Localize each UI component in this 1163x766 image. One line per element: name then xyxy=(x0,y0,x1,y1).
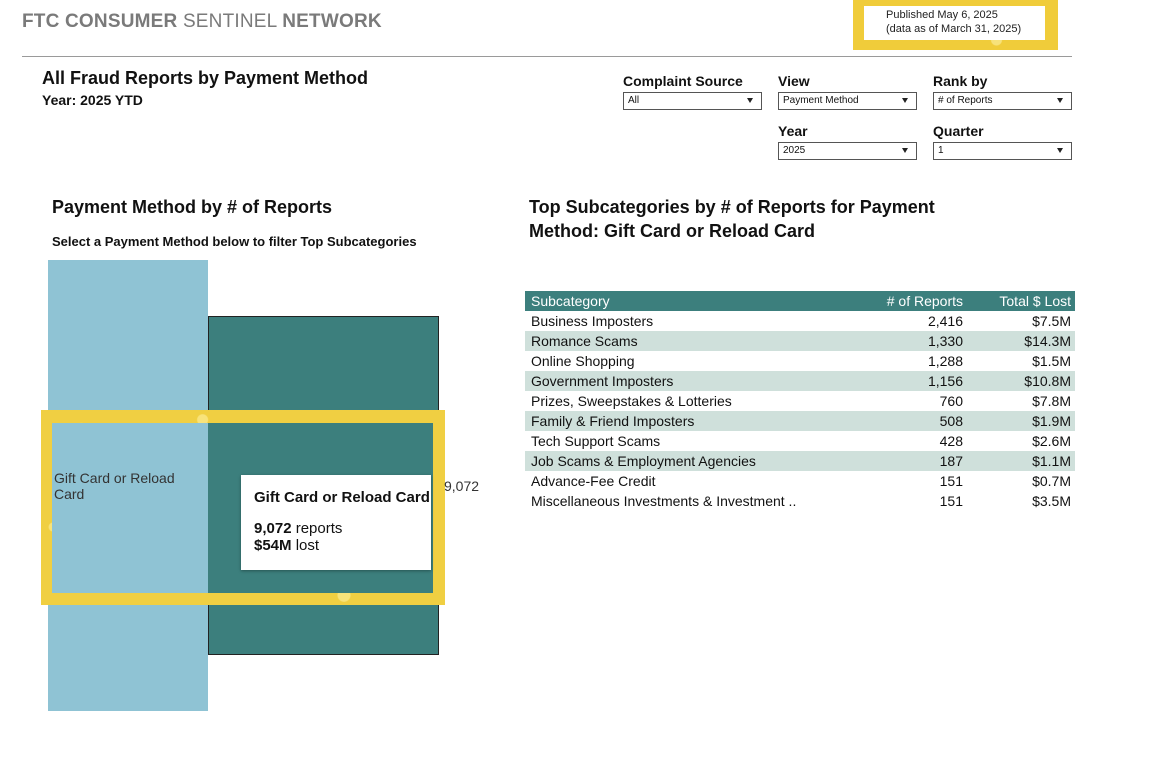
table-row[interactable]: Job Scams & Employment Agencies 187 $1.1… xyxy=(525,451,1075,471)
cell-subcategory: Prizes, Sweepstakes & Lotteries xyxy=(531,393,732,409)
cell-reports: 151 xyxy=(939,493,963,509)
chevron-down-icon xyxy=(1057,148,1063,153)
published-box: Published May 6, 2025 (data as of March … xyxy=(864,6,1045,40)
chevron-down-icon xyxy=(747,98,753,103)
chart-instruction: Select a Payment Method below to filter … xyxy=(52,234,417,249)
cell-reports: 1,156 xyxy=(927,373,963,389)
year-select[interactable]: 2025 xyxy=(778,142,917,160)
tooltip-reports: 9,072 reports xyxy=(254,520,431,537)
tooltip-reports-value: 9,072 xyxy=(254,520,292,537)
cell-total-lost: $7.5M xyxy=(1032,313,1071,329)
subcategory-table: Subcategory # of Reports Total $ Lost Bu… xyxy=(525,291,1075,511)
cell-reports: 2,416 xyxy=(927,313,963,329)
payment-method-chart-title: Payment Method by # of Reports xyxy=(52,197,333,217)
bar-label: Gift Card or Reload Card xyxy=(54,470,175,502)
tooltip-lost-text: lost xyxy=(291,537,320,554)
cell-total-lost: $1.9M xyxy=(1032,413,1071,429)
cell-reports: 508 xyxy=(939,413,963,429)
brand-part3: NETWORK xyxy=(282,11,382,32)
col-reports[interactable]: # of Reports xyxy=(886,293,963,309)
cell-subcategory: Miscellaneous Investments & Investment .… xyxy=(531,493,797,509)
cell-reports: 1,330 xyxy=(927,333,963,349)
cell-reports: 151 xyxy=(939,473,963,489)
table-row[interactable]: Prizes, Sweepstakes & Lotteries 760 $7.8… xyxy=(525,391,1075,411)
cell-total-lost: $7.8M xyxy=(1032,393,1071,409)
cell-reports: 760 xyxy=(939,393,963,409)
cell-total-lost: $0.7M xyxy=(1032,473,1071,489)
cell-subcategory: Advance-Fee Credit xyxy=(531,473,656,489)
complaint-source-select[interactable]: All xyxy=(623,92,762,110)
view-label: View xyxy=(778,73,810,89)
chevron-down-icon xyxy=(902,148,908,153)
rank-by-select[interactable]: # of Reports xyxy=(933,92,1072,110)
chevron-down-icon xyxy=(1057,98,1063,103)
cell-subcategory: Online Shopping xyxy=(531,353,635,369)
cell-total-lost: $2.6M xyxy=(1032,433,1071,449)
cell-subcategory: Family & Friend Imposters xyxy=(531,413,695,429)
table-row[interactable]: Advance-Fee Credit 151 $0.7M xyxy=(525,471,1075,491)
table-row[interactable]: Government Imposters 1,156 $10.8M xyxy=(525,371,1075,391)
bar-value-label: 9,072 xyxy=(444,478,480,494)
table-header: Subcategory # of Reports Total $ Lost xyxy=(525,291,1075,311)
subcategories-title: Top Subcategories by # of Reports for Pa… xyxy=(529,197,935,241)
table-row[interactable]: Business Imposters 2,416 $7.5M xyxy=(525,311,1075,331)
cell-total-lost: $10.8M xyxy=(1024,373,1071,389)
tooltip-lost: $54M lost xyxy=(254,537,431,554)
cell-subcategory: Government Imposters xyxy=(531,373,674,389)
col-subcategory[interactable]: Subcategory xyxy=(531,293,610,309)
complaint-source-label: Complaint Source xyxy=(623,73,743,89)
data-as-of: (data as of March 31, 2025) xyxy=(886,23,1022,35)
rank-by-label: Rank by xyxy=(933,73,988,89)
rank-by-value: # of Reports xyxy=(938,95,993,106)
complaint-source-value: All xyxy=(628,95,640,106)
cell-total-lost: $1.1M xyxy=(1032,453,1071,469)
cell-subcategory: Tech Support Scams xyxy=(531,433,661,449)
cell-reports: 187 xyxy=(939,453,963,469)
chart-bar-1-selected[interactable] xyxy=(52,423,208,593)
table-row[interactable]: Tech Support Scams 428 $2.6M xyxy=(525,431,1075,451)
year-subtitle: Year: 2025 YTD xyxy=(42,92,143,108)
year-value: 2025 xyxy=(783,145,806,156)
page-title: All Fraud Reports by Payment Method xyxy=(42,68,369,88)
quarter-value: 1 xyxy=(938,145,944,156)
cell-reports: 1,288 xyxy=(927,353,963,369)
published-date: Published May 6, 2025 xyxy=(886,9,998,21)
table-row[interactable]: Romance Scams 1,330 $14.3M xyxy=(525,331,1075,351)
cell-subcategory: Job Scams & Employment Agencies xyxy=(531,453,756,469)
tooltip-title: Gift Card or Reload Card xyxy=(254,489,430,506)
cell-reports: 428 xyxy=(939,433,963,449)
view-value: Payment Method xyxy=(783,95,859,106)
cell-total-lost: $1.5M xyxy=(1032,353,1071,369)
header-divider xyxy=(22,56,1072,57)
brand-part2: SENTINEL xyxy=(182,11,277,32)
brand-logo: FTC CONSUMER SENTINEL NETWORK xyxy=(22,11,382,33)
col-total-lost[interactable]: Total $ Lost xyxy=(999,293,1071,309)
cell-total-lost: $14.3M xyxy=(1024,333,1071,349)
tooltip-reports-text: reports xyxy=(291,520,343,537)
table-row[interactable]: Miscellaneous Investments & Investment .… xyxy=(525,491,1075,511)
table-row[interactable]: Family & Friend Imposters 508 $1.9M xyxy=(525,411,1075,431)
view-select[interactable]: Payment Method xyxy=(778,92,917,110)
brand-part1: FTC CONSUMER xyxy=(22,11,178,32)
cell-subcategory: Business Imposters xyxy=(531,313,654,329)
quarter-label: Quarter xyxy=(933,123,984,139)
year-label: Year xyxy=(778,123,808,139)
quarter-select[interactable]: 1 xyxy=(933,142,1072,160)
table-row[interactable]: Online Shopping 1,288 $1.5M xyxy=(525,351,1075,371)
chevron-down-icon xyxy=(902,98,908,103)
chart-tooltip: Gift Card or Reload Card 9,072 reports $… xyxy=(241,475,431,570)
cell-subcategory: Romance Scams xyxy=(531,333,638,349)
cell-total-lost: $3.5M xyxy=(1032,493,1071,509)
tooltip-lost-value: $54M xyxy=(254,537,292,554)
